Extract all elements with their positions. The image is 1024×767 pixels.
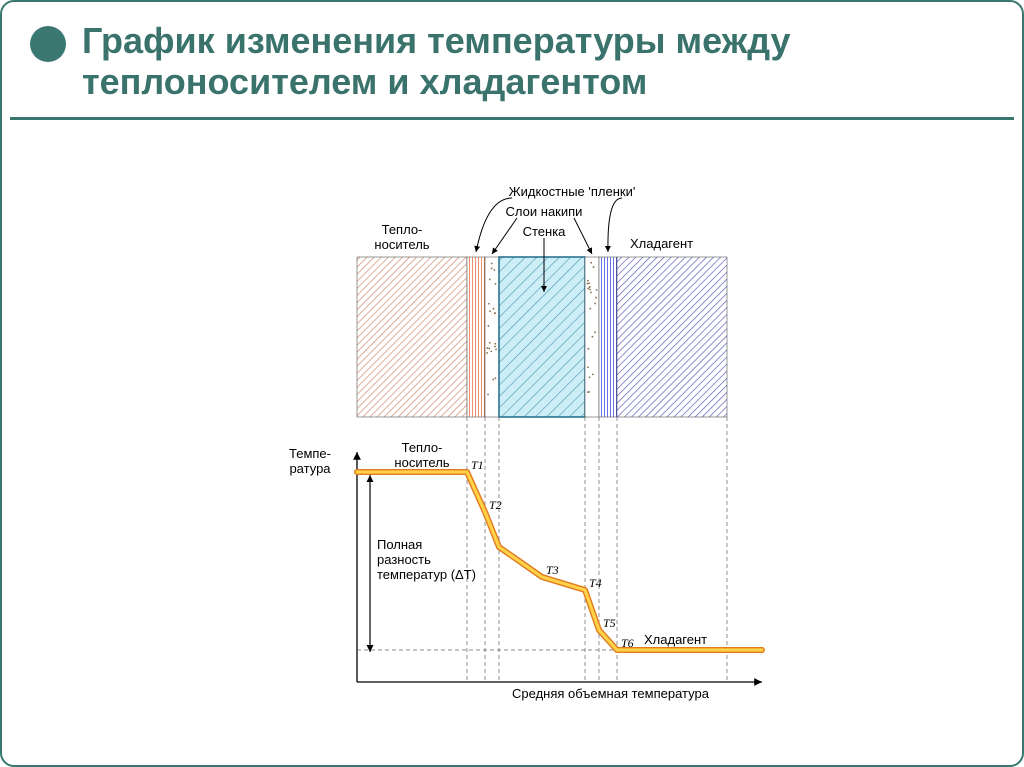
label-deltaT: Полная разность температур (ΔТ) (377, 537, 497, 582)
label-scale: Слои накипи (494, 204, 594, 219)
label-yaxis: Темпе- ратура (280, 446, 340, 476)
svg-text:Т6: Т6 (621, 636, 634, 650)
bullet-icon (30, 26, 66, 62)
label-wall: Стенка (514, 224, 574, 239)
label-xaxis: Средняя объемная температура (512, 686, 709, 701)
svg-text:Т5: Т5 (603, 616, 616, 630)
label-graph-heat: Тепло- носитель (387, 440, 457, 470)
label-heatcarrier-top: Тепло- носитель (362, 222, 442, 252)
slide: График изменения температуры между тепло… (0, 0, 1024, 767)
title-row: График изменения температуры между тепло… (2, 2, 1022, 111)
svg-text:Т2: Т2 (489, 498, 502, 512)
svg-text:Т3: Т3 (546, 563, 559, 577)
diagram-svg: Т1 Т2 Т3 Т4 Т5 Т6 (262, 192, 822, 722)
diagram: Т1Т2Т3Т4Т5Т6 Жидкостные 'пленки' Слои на… (262, 192, 822, 722)
svg-text:Т1: Т1 (471, 458, 484, 472)
label-refrigerant-graph: Хладагент (644, 632, 707, 647)
label-refrigerant-top: Хладагент (630, 236, 693, 251)
label-films: Жидкостные 'пленки' (492, 184, 652, 199)
svg-text:Т4: Т4 (589, 576, 602, 590)
title-underline (10, 117, 1014, 120)
page-title: График изменения температуры между тепло… (82, 20, 994, 103)
